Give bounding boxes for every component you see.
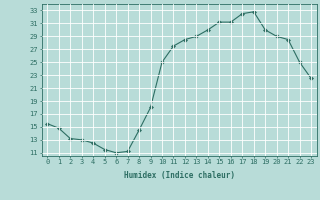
X-axis label: Humidex (Indice chaleur): Humidex (Indice chaleur): [124, 171, 235, 180]
